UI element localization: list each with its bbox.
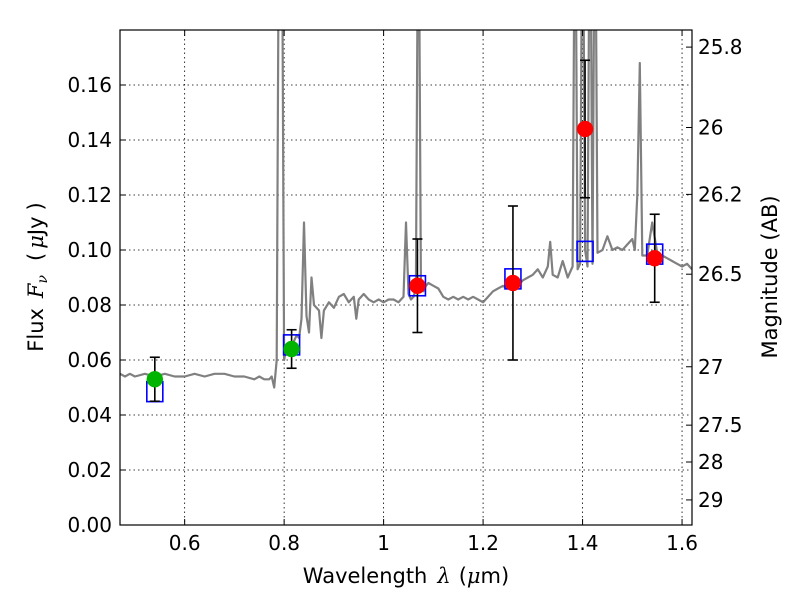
model-box bbox=[576, 240, 594, 263]
y-tick-label: 0.12 bbox=[67, 183, 112, 207]
y-tick-label: 0.02 bbox=[67, 458, 112, 482]
y2-tick-label: 26.2 bbox=[698, 182, 743, 206]
x-tick-label: 1.2 bbox=[467, 531, 499, 555]
data-point-red bbox=[576, 120, 594, 138]
y2-tick-label: 26 bbox=[698, 116, 723, 140]
x-tick-label: 1.4 bbox=[567, 531, 599, 555]
y-label-word: Flux bbox=[24, 308, 48, 352]
y-tick-label: 0.10 bbox=[67, 238, 112, 262]
y2-tick-label: 27 bbox=[698, 355, 723, 379]
x-label-lambda: λ bbox=[436, 564, 450, 588]
x-label-mu: μ bbox=[467, 564, 481, 588]
y-tick-label: 0.14 bbox=[67, 128, 112, 152]
y-tick-label: 0.16 bbox=[67, 73, 112, 97]
x-tick-label: 0.8 bbox=[268, 531, 300, 555]
y-tick-label: 0.00 bbox=[67, 513, 112, 537]
y-label-nu: ν bbox=[35, 274, 51, 283]
x-axis-label: Wavelength λ (μm) bbox=[303, 564, 509, 588]
x-label-open: ( bbox=[459, 564, 467, 588]
y2-axis-label: Magnitude (AB) bbox=[758, 195, 782, 358]
y2-tick-label: 27.5 bbox=[698, 413, 743, 437]
y-label-close: ) bbox=[24, 202, 48, 210]
data-point-red bbox=[646, 250, 663, 267]
y-tick-label: 0.08 bbox=[67, 293, 112, 317]
point-layer bbox=[146, 120, 663, 388]
x-tick-label: 1 bbox=[377, 531, 390, 555]
y-tick-label: 0.06 bbox=[67, 348, 112, 372]
data-point-green bbox=[283, 340, 300, 358]
y2-tick-label: 25.8 bbox=[698, 35, 743, 59]
y-label-mu: μ bbox=[24, 235, 48, 249]
y2-tick-label: 26.5 bbox=[698, 262, 743, 286]
x-tick-label: 1.6 bbox=[666, 531, 698, 555]
y-label-unit: Jy bbox=[24, 216, 48, 237]
plot-frame bbox=[119, 29, 693, 526]
y2-axis: 25.8 26 26.2 26.5 27 27.5 28 29 bbox=[686, 35, 743, 512]
x-label-word: Wavelength bbox=[303, 564, 428, 588]
y2-tick-label: 28 bbox=[698, 450, 723, 474]
y-label-f: F bbox=[24, 282, 48, 299]
y-label-open: ( bbox=[24, 253, 48, 261]
plot-area bbox=[120, 30, 692, 525]
y-axis-label: Flux Fν ( μJy) bbox=[24, 202, 51, 351]
x-label-unit: m) bbox=[481, 564, 510, 588]
x-tick-label: 0.6 bbox=[169, 531, 201, 555]
data-point-red bbox=[409, 277, 426, 294]
data-point-red bbox=[504, 274, 522, 292]
x-axis: 0.6 0.8 1 1.2 1.4 1.6 bbox=[169, 30, 698, 555]
grid bbox=[120, 30, 692, 526]
data-point-green bbox=[146, 371, 164, 388]
y-tick-label: 0.04 bbox=[67, 403, 112, 427]
y2-tick-label: 29 bbox=[698, 488, 723, 512]
y-axis: 0.00 0.02 0.04 0.06 0.08 0.10 0.12 0.14 0.16 bbox=[67, 73, 126, 537]
